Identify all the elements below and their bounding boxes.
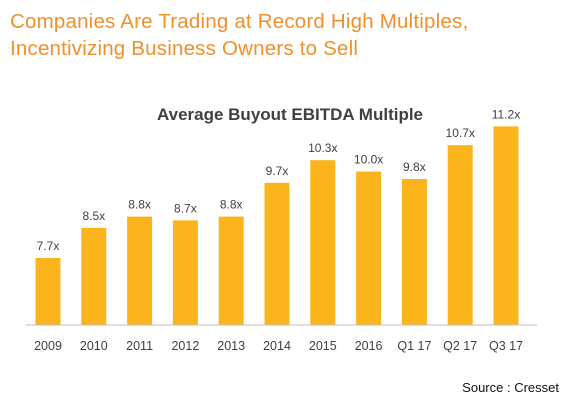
x-tick-label-2: 2011: [126, 339, 153, 353]
data-label-5: 9.7x: [266, 164, 289, 178]
bar-7: [356, 171, 382, 325]
bar-3: [172, 220, 198, 325]
data-label-6: 10.3x: [308, 141, 337, 155]
headline-line-1: Companies Are Trading at Record High Mul…: [10, 10, 469, 33]
bars-group: 7.7x 8.5x 8.8x 8.7x 8.8x 9.7x 10.3x 10.0x 9.8x 10…: [35, 107, 520, 326]
data-label-8: 9.8x: [403, 160, 426, 174]
headline: Companies Are Trading at Record High Mul…: [10, 8, 565, 62]
bar-0: [35, 258, 61, 325]
data-label-7: 10.0x: [354, 153, 383, 167]
bar-4: [218, 216, 244, 325]
x-tick-label-1: 2010: [80, 339, 108, 353]
bar-5: [264, 182, 290, 325]
x-tick-label-10: Q3 17: [489, 339, 523, 353]
x-tick-labels: 2009 2010 2011 2012 2013 2014 2015 2016 Q1 17 Q2 …: [34, 339, 523, 353]
data-label-3: 8.7x: [174, 201, 197, 215]
x-tick-label-9: Q2 17: [443, 339, 477, 353]
data-label-0: 7.7x: [37, 239, 60, 253]
x-tick-label-6: 2015: [309, 339, 337, 353]
x-tick-label-5: 2014: [263, 339, 291, 353]
x-tick-label-3: 2012: [171, 339, 199, 353]
x-tick-label-4: 2013: [217, 339, 245, 353]
bar-2: [127, 216, 153, 325]
bar-9: [447, 145, 473, 325]
chart-title: Average Buyout EBITDA Multiple: [157, 105, 423, 124]
data-label-1: 8.5x: [82, 209, 105, 223]
x-tick-label-0: 2009: [34, 339, 62, 353]
headline-line-2: Incentivizing Business Owners to Sell: [10, 37, 359, 60]
data-label-2: 8.8x: [128, 198, 151, 212]
data-label-9: 10.7x: [446, 126, 475, 140]
x-tick-label-8: Q1 17: [397, 339, 431, 353]
x-tick-label-7: 2016: [355, 339, 383, 353]
bar-8: [401, 179, 427, 325]
bar-1: [81, 227, 107, 325]
data-label-4: 8.8x: [220, 198, 243, 212]
data-label-10: 11.2x: [492, 107, 520, 121]
bar-6: [310, 160, 336, 325]
source-note: Source : Cresset: [462, 380, 559, 395]
bar-10: [493, 126, 519, 326]
